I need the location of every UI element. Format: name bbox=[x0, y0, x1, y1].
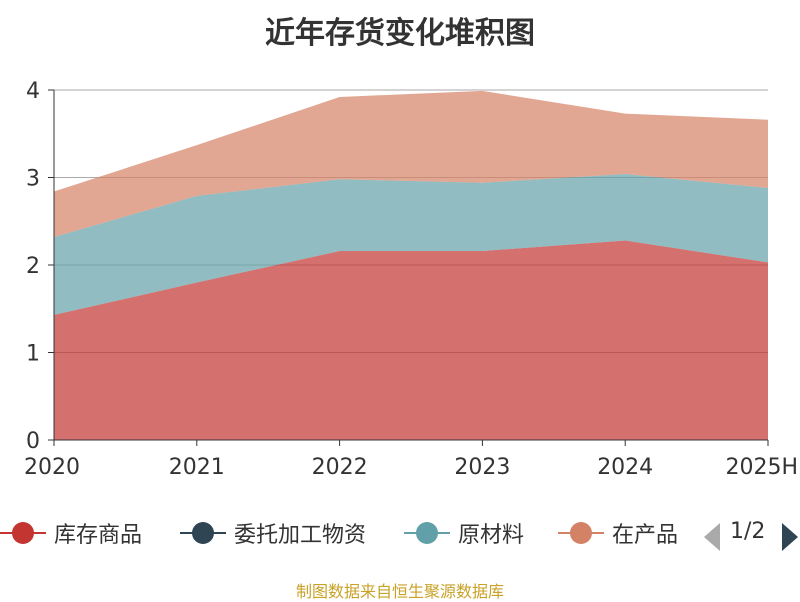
legend-page-indicator: 1/2 bbox=[730, 519, 766, 544]
x-tick-label: 2020 bbox=[24, 455, 80, 480]
area-原材料 bbox=[54, 174, 768, 315]
x-tick-label: 2022 bbox=[312, 455, 368, 480]
legend-label: 委托加工物资 bbox=[234, 523, 367, 548]
legend-marker-icon bbox=[404, 515, 450, 551]
y-tick-label: 0 bbox=[26, 429, 40, 454]
area-库存商品 bbox=[54, 240, 768, 440]
legend-item-原材料[interactable]: 原材料 bbox=[404, 515, 524, 551]
y-axis-label: 亿元 bbox=[0, 100, 3, 136]
axes: 0 1 2 3 4 2020 2021 2022 2023 2024 2025H bbox=[24, 79, 798, 480]
legend-marker-icon bbox=[0, 515, 46, 551]
legend-prev-arrow-icon[interactable] bbox=[704, 523, 720, 551]
legend: 库存商品 委托加工物资 原材料 在产品 bbox=[0, 515, 800, 555]
x-tick-label: 2021 bbox=[169, 455, 225, 480]
chart-title: 近年存货变化堆积图 bbox=[265, 16, 535, 51]
legend-marker-icon bbox=[558, 515, 604, 551]
legend-pager: 1/2 bbox=[700, 515, 800, 555]
source-note: 制图数据来自恒生聚源数据库 bbox=[295, 582, 504, 601]
area-在产品 bbox=[54, 90, 768, 237]
legend-marker-icon bbox=[180, 515, 226, 551]
y-tick-label: 4 bbox=[26, 79, 40, 104]
legend-label: 库存商品 bbox=[54, 523, 143, 548]
x-tick-label: 2024 bbox=[597, 455, 653, 480]
y-tick-label: 2 bbox=[26, 254, 40, 279]
area-series bbox=[54, 90, 768, 440]
legend-label: 在产品 bbox=[612, 523, 679, 548]
x-tick-label: 2025H bbox=[725, 455, 798, 480]
legend-item-库存商品[interactable]: 库存商品 bbox=[0, 515, 142, 551]
legend-next-arrow-icon[interactable] bbox=[782, 523, 798, 551]
x-tick-label: 2023 bbox=[454, 455, 510, 480]
legend-item-委托加工物资[interactable]: 委托加工物资 bbox=[180, 515, 366, 551]
y-tick-label: 1 bbox=[26, 342, 40, 367]
legend-item-在产品[interactable]: 在产品 bbox=[558, 515, 678, 551]
y-tick-label: 3 bbox=[26, 167, 40, 192]
legend-label: 原材料 bbox=[458, 523, 525, 548]
